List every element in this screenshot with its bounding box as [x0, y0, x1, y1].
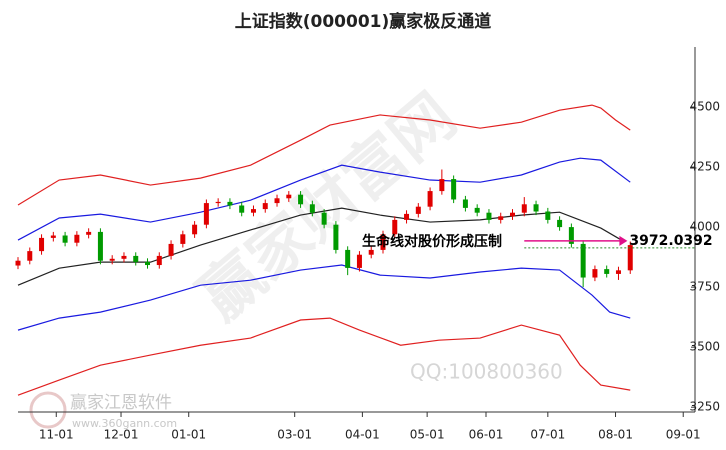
candle-body [627, 245, 633, 271]
candle-body [380, 234, 386, 250]
x-tick-label: 05-01 [410, 428, 445, 442]
x-tick-label: 01-01 [171, 428, 206, 442]
candle-body [262, 203, 268, 210]
candle-body [215, 201, 221, 204]
candle-body [498, 216, 504, 220]
candle-body [180, 234, 186, 244]
candle-body [321, 212, 327, 225]
logo [29, 391, 67, 429]
x-tick-label: 03-01 [277, 428, 312, 442]
watermark: 赢家财富网 [185, 79, 469, 334]
candle-body [356, 254, 362, 268]
x-tick-label: 08-01 [598, 428, 633, 442]
candle-body [27, 251, 33, 261]
candle-body [462, 199, 468, 208]
candle-body [121, 255, 127, 259]
candle-body [133, 255, 139, 262]
candle-body [298, 194, 304, 205]
x-tick-label: 07-01 [530, 428, 565, 442]
y-tick-label: 4250 [689, 160, 720, 174]
candle-body [203, 203, 209, 225]
channel-line [17, 317, 631, 396]
candle-body [557, 219, 563, 228]
candle-body [97, 231, 103, 261]
channel-line [17, 104, 631, 206]
candle-body [39, 237, 45, 252]
candle-body [239, 205, 245, 213]
candle-body [227, 201, 233, 206]
candle-body [250, 209, 256, 213]
candle-body [604, 269, 610, 274]
candle-body [545, 211, 551, 220]
candle-body [274, 198, 280, 204]
candle-body [615, 270, 621, 274]
y-tick-label: 4000 [689, 220, 720, 234]
x-tick-label: 11-01 [39, 428, 74, 442]
candle-body [86, 231, 92, 235]
watermark: 赢家江恩软件 [70, 393, 172, 413]
candle-body [309, 204, 315, 213]
candle-body [74, 234, 80, 243]
candle-body [392, 219, 398, 235]
candle-body [474, 207, 480, 213]
channel-line [17, 157, 631, 241]
candle-body [109, 258, 115, 261]
chart-title: 上证指数(000001)赢家极反通道 [235, 11, 492, 32]
candle-body [568, 227, 574, 244]
channel-line [17, 264, 631, 331]
watermark: www.360gann.com [72, 417, 177, 430]
x-tick-label: 09-01 [666, 428, 701, 442]
arrow-head [619, 235, 628, 246]
candle-body [451, 179, 457, 200]
annotation-text: 生命线对股价形成压制 [362, 233, 502, 250]
y-tick-label: 3250 [689, 400, 720, 414]
candle-body [50, 235, 56, 238]
candle-body [168, 243, 174, 256]
candle-body [368, 249, 374, 255]
candle-body [192, 224, 198, 235]
candle-body [521, 204, 527, 213]
candle-body [15, 260, 21, 266]
candle-body [404, 213, 410, 220]
candle-body [145, 261, 151, 266]
candle-body [345, 249, 351, 268]
candle-body [510, 212, 516, 217]
watermark: QQ:100800360 [410, 360, 563, 384]
candle-body [533, 204, 539, 212]
y-tick-label: 4500 [689, 100, 720, 114]
x-tick-label: 12-01 [104, 428, 139, 442]
y-tick-label: 3750 [689, 280, 720, 294]
candle-body [580, 243, 586, 278]
candle-body [156, 255, 162, 266]
candle-body [415, 206, 421, 214]
candle-body [439, 179, 445, 192]
candle-body [62, 235, 68, 243]
candle-body [286, 194, 292, 199]
candle-body [486, 212, 492, 220]
candle-body [427, 191, 433, 207]
y-tick-label: 3500 [689, 340, 720, 354]
annotation-value: 3972.0392 [629, 233, 712, 249]
candle-body [592, 269, 598, 278]
candle-body [333, 224, 339, 250]
x-tick-label: 06-01 [469, 428, 504, 442]
x-tick-label: 04-01 [345, 428, 380, 442]
